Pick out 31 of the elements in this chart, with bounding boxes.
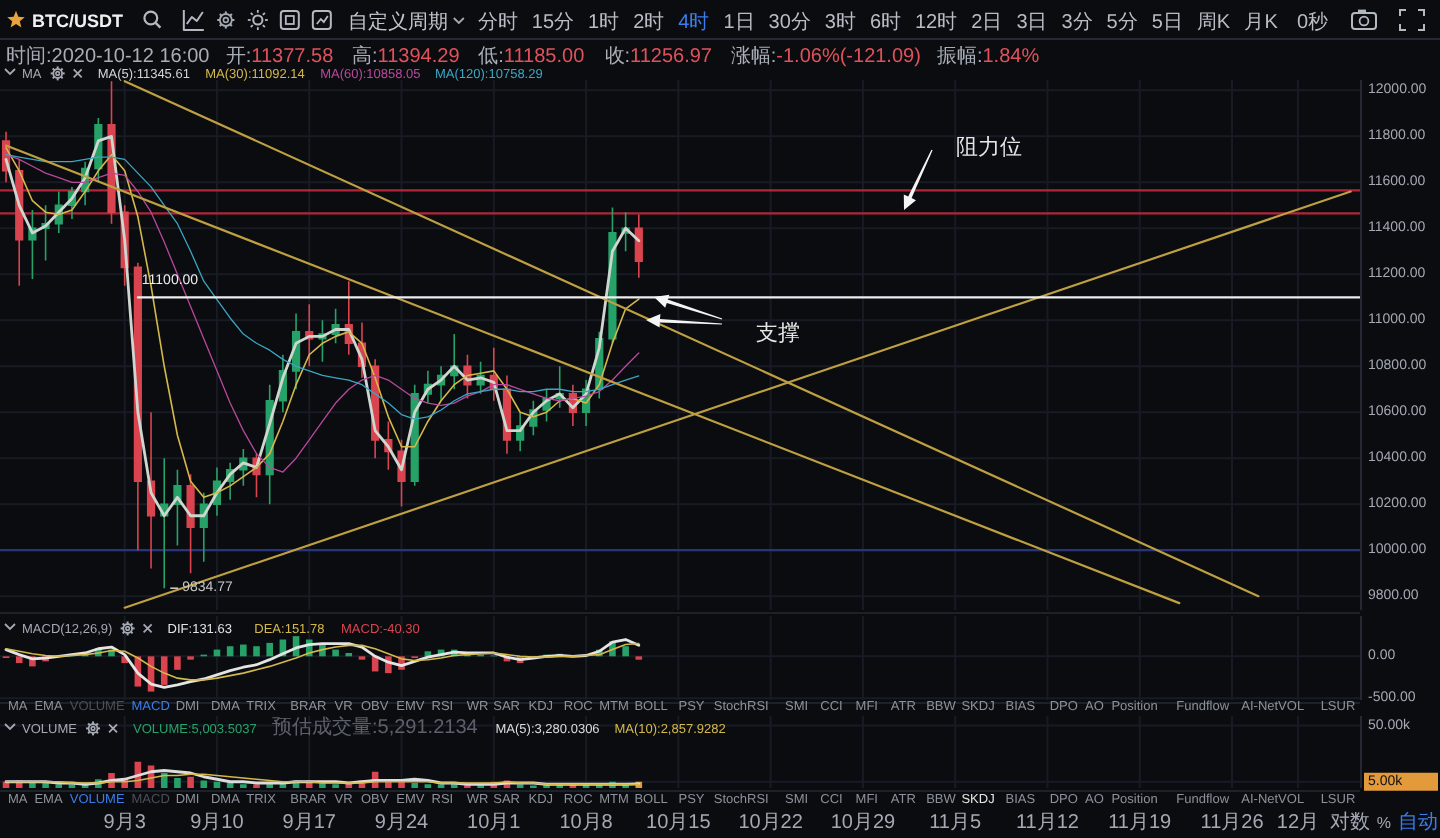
annotation: 阻力位 bbox=[956, 134, 1022, 160]
chart-title: BTC/USDT bbox=[32, 11, 124, 31]
text: 高:11394.29 bbox=[352, 44, 461, 68]
x-tick-label: 12月 bbox=[1276, 812, 1320, 834]
annotation: 预估成交量:5,291.2134 bbox=[271, 715, 479, 739]
text: 涨幅:-1.06%(-121.09) bbox=[730, 44, 921, 68]
text: 分时 15分 1时 2时 4时 1日 30分 3时 6时 12时 2日 3日 3分 5分 5日 周K 月K bbox=[477, 12, 1278, 34]
x-tick-label: 9月3 bbox=[103, 812, 147, 834]
text: 低:11185.00 bbox=[478, 46, 586, 68]
x-tick-label: 11月26 bbox=[1200, 812, 1265, 834]
text: 对数 bbox=[1329, 810, 1370, 834]
x-tick-label: 9月10 bbox=[190, 812, 245, 834]
x-tick-label: 10月1 bbox=[467, 812, 522, 834]
text: 收:11256.97 bbox=[604, 46, 713, 68]
x-tick-label: 10月29 bbox=[830, 812, 897, 834]
x-tick-label: 11月5 bbox=[929, 812, 982, 834]
text: 自动 bbox=[1398, 810, 1438, 834]
text: 0秒 bbox=[1296, 10, 1328, 34]
x-tick-label: 10月22 bbox=[738, 812, 804, 834]
x-tick-label: 10月8 bbox=[559, 812, 614, 834]
x-tick-label: 11月12 bbox=[1015, 812, 1080, 834]
annotation: 支撑 bbox=[756, 320, 800, 346]
x-tick-label: 9月24 bbox=[374, 812, 430, 834]
text: 自定义周期 bbox=[347, 10, 448, 34]
text: 时间:2020-10-12 16:00 bbox=[6, 44, 211, 68]
x-tick-label: 11月19 bbox=[1108, 812, 1173, 834]
x-tick-label: 9月17 bbox=[282, 812, 337, 834]
x-tick-label: 10月15 bbox=[646, 812, 712, 834]
text: % bbox=[1376, 814, 1391, 832]
text: 振幅:1.84% bbox=[936, 44, 1040, 68]
text: 开:11377.58 bbox=[225, 46, 335, 68]
